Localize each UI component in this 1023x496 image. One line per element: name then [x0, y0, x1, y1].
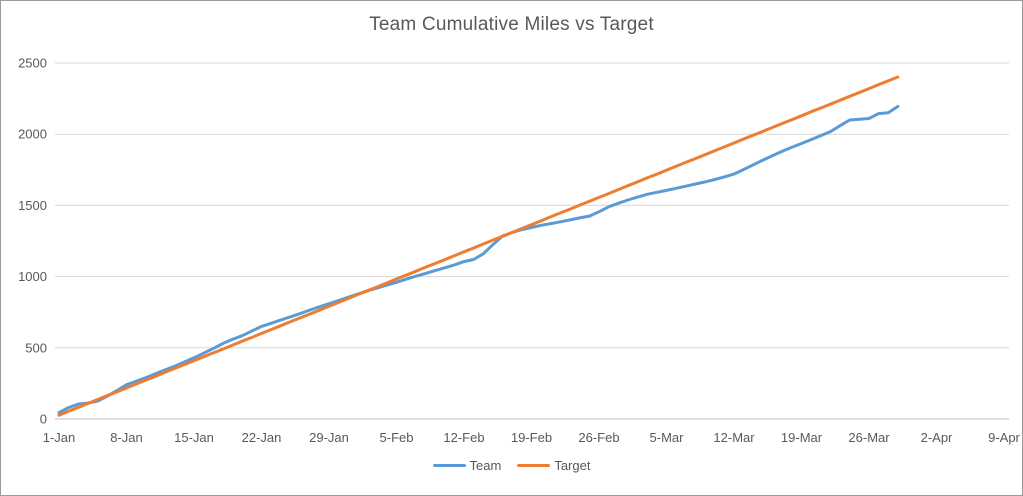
y-tick-label: 0 — [40, 412, 47, 427]
x-tick-label: 5-Feb — [380, 430, 414, 445]
x-tick-label: 12-Feb — [443, 430, 484, 445]
legend-swatch-target — [517, 463, 551, 468]
legend-item-team[interactable]: Team — [432, 458, 502, 473]
x-tick-label: 9-Apr — [988, 430, 1020, 445]
x-tick-label: 15-Jan — [174, 430, 214, 445]
legend-label: Team — [469, 458, 502, 473]
x-tick-label: 19-Feb — [511, 430, 552, 445]
x-tick-label: 26-Feb — [578, 430, 619, 445]
legend-swatch-team — [432, 463, 466, 468]
x-tick-label: 12-Mar — [713, 430, 755, 445]
series-line-target — [57, 75, 900, 417]
x-tick-label: 29-Jan — [309, 430, 349, 445]
y-tick-label: 500 — [25, 340, 47, 355]
chart-title: Team Cumulative Miles vs Target — [369, 14, 654, 35]
x-tick-label: 26-Mar — [848, 430, 890, 445]
x-tick-label: 8-Jan — [110, 430, 143, 445]
series-line-team — [57, 104, 900, 415]
legend: Team Target — [1, 458, 1022, 473]
y-tick-label: 1000 — [18, 269, 47, 284]
y-tick-label: 1500 — [18, 198, 47, 213]
x-tick-label: 19-Mar — [781, 430, 823, 445]
x-tick-label: 5-Mar — [650, 430, 685, 445]
x-tick-label: 2-Apr — [921, 430, 953, 445]
y-tick-label: 2000 — [18, 127, 47, 142]
x-tick-label: 1-Jan — [43, 430, 76, 445]
legend-label: Target — [554, 458, 591, 473]
y-tick-label: 2500 — [18, 56, 47, 71]
legend-item-target[interactable]: Target — [517, 458, 590, 473]
x-tick-label: 22-Jan — [242, 430, 282, 445]
